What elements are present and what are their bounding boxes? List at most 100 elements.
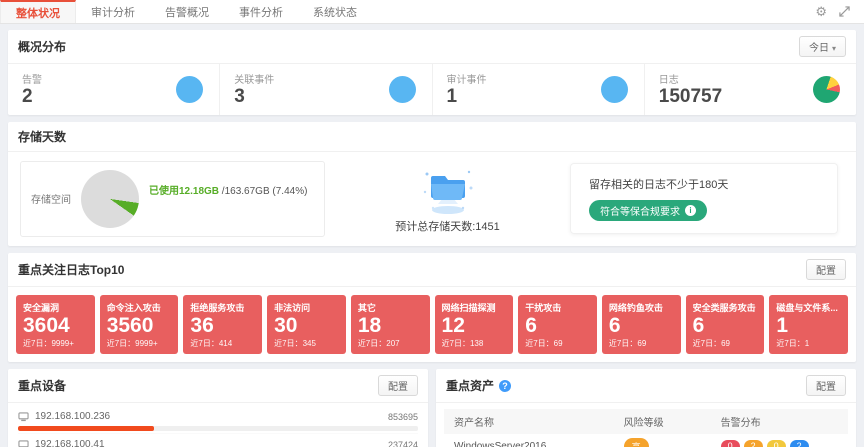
- assets-config-button[interactable]: 配置: [806, 375, 846, 397]
- recent-label: 近7日：: [776, 339, 805, 349]
- log-card-title: 网络扫描探测: [441, 302, 496, 313]
- storage-estimate-block: 预计总存储天数:1451: [343, 164, 552, 234]
- overview-title: 概况分布: [18, 40, 67, 54]
- assets-title: 重点资产: [446, 379, 495, 394]
- stat-correlated-events[interactable]: 关联事件 3: [220, 64, 433, 115]
- dashboard-page: 概况分布 今日 ▾ 告警 2 关联事件 3: [0, 24, 864, 447]
- stat-audit-events[interactable]: 审计事件 1: [433, 64, 645, 115]
- log-distribution-pie-chart: [813, 75, 840, 103]
- event-circle-icon: [388, 75, 416, 103]
- compliance-notice-box: 留存相关的日志不少于180天 符合等保合规要求 i: [570, 163, 838, 235]
- device-bar-track: [18, 426, 418, 432]
- date-filter-value: 今日: [808, 43, 829, 54]
- log-card-title: 安全漏洞: [23, 302, 60, 313]
- tab-event-analysis[interactable]: 事件分析: [239, 6, 283, 19]
- chevron-down-icon: ▾: [831, 44, 836, 53]
- alarm-badge-low: 2: [789, 440, 809, 447]
- storage-total-value: /163.67GB (7.44%): [219, 185, 308, 197]
- log-card-value: 1: [776, 313, 789, 337]
- tab-audit-analysis[interactable]: 审计分析: [91, 6, 135, 19]
- device-count: 853695: [387, 411, 418, 422]
- column-header-asset-name: 资产名称: [444, 409, 614, 435]
- tab-system-status[interactable]: 系统状态: [313, 6, 357, 19]
- help-icon[interactable]: ?: [499, 379, 512, 392]
- recent-label: 近7日：: [441, 339, 470, 349]
- recent-value: 69: [721, 339, 730, 349]
- top10-config-button[interactable]: 配置: [806, 258, 846, 280]
- asset-name: WindowsServer2016: [444, 434, 614, 447]
- log-card-network-scan[interactable]: 网络扫描探测 12 近7日：138: [434, 294, 514, 355]
- log-card-title: 磁盘与文件系...: [776, 302, 838, 313]
- device-count: 237424: [387, 439, 418, 447]
- stat-label: 告警: [22, 75, 42, 86]
- device-bar-fill: [18, 426, 154, 432]
- alarm-badge-medium: 0: [766, 440, 786, 447]
- recent-value: 207: [386, 339, 400, 349]
- key-assets-card: 重点资产 ? 配置 资产名称 风险等级 告警分布: [436, 369, 856, 447]
- tab-alarm-overview[interactable]: 告警概况: [165, 6, 209, 19]
- top10-title: 重点关注日志Top10: [18, 262, 125, 277]
- recent-value: 345: [302, 339, 316, 349]
- log-card-illegal-access[interactable]: 非法访问 30 近7日：345: [267, 294, 346, 355]
- top10-logs-card: 重点关注日志Top10 配置 安全漏洞 3604 近7日：9999+ 命令注入攻…: [8, 252, 856, 363]
- log-card-disk-filesystem[interactable]: 磁盘与文件系... 1 近7日：1: [769, 294, 849, 355]
- log-card-value: 3604: [23, 313, 70, 337]
- stat-label: 审计事件: [446, 75, 487, 86]
- tab-overall-status[interactable]: 整体状况: [0, 0, 76, 23]
- folder-illustration-icon: [423, 170, 472, 214]
- stat-alarms[interactable]: 告警 2: [8, 64, 221, 115]
- log-card-value: 3560: [106, 313, 154, 337]
- log-card-service-attack[interactable]: 安全类服务攻击 6 近7日：69: [685, 294, 765, 355]
- stat-logs[interactable]: 日志 150757: [645, 64, 856, 115]
- log-card-security-vuln[interactable]: 安全漏洞 3604 近7日：9999+: [16, 294, 95, 355]
- date-filter-dropdown[interactable]: 今日 ▾: [798, 36, 846, 57]
- recent-label: 近7日：: [190, 339, 219, 349]
- stat-value: 2: [22, 86, 33, 107]
- storage-days-estimate: 预计总存储天数:1451: [395, 220, 500, 233]
- storage-usage-text: 已使用12.18GB /163.67GB (7.44%): [149, 182, 307, 197]
- log-card-title: 拒绝服务攻击: [190, 302, 245, 313]
- gear-icon[interactable]: ⚙: [815, 4, 827, 19]
- audit-circle-icon: [600, 75, 628, 103]
- key-devices-card: 重点设备 配置 192.168.100.236 853695 192.168.1…: [8, 369, 428, 447]
- alarm-circle-icon: [176, 75, 204, 103]
- compliance-status-button[interactable]: 符合等保合规要求 i: [589, 200, 707, 222]
- log-card-other[interactable]: 其它 18 近7日：207: [350, 294, 430, 355]
- host-icon: [18, 411, 29, 422]
- device-row[interactable]: 192.168.100.236 853695: [18, 406, 418, 435]
- recent-value: 1: [804, 339, 810, 349]
- log-card-title: 命令注入攻击: [106, 302, 161, 313]
- log-card-value: 6: [692, 313, 705, 337]
- storage-space-box: 存储空间 已使用12.18GB /163.67GB (7.44%): [20, 160, 325, 237]
- bottom-row: 重点设备 配置 192.168.100.236 853695 192.168.1…: [8, 369, 856, 447]
- log-card-dos-attack[interactable]: 拒绝服务攻击 36 近7日：414: [183, 294, 263, 355]
- storage-card: 存储天数 存储空间 已使用12.18GB /163.67GB (7.44%): [8, 121, 856, 246]
- recent-value: 9999+: [51, 339, 74, 349]
- overview-card: 概况分布 今日 ▾ 告警 2 关联事件 3: [8, 30, 856, 115]
- stat-value: 150757: [658, 86, 723, 107]
- recent-label: 近7日：: [274, 339, 303, 349]
- log-card-command-injection[interactable]: 命令注入攻击 3560 近7日：9999+: [99, 294, 179, 355]
- device-list: 192.168.100.236 853695 192.168.100.41 23…: [8, 403, 428, 447]
- stat-value: 1: [446, 86, 458, 107]
- device-row[interactable]: 192.168.100.41 237424: [18, 434, 418, 447]
- log-card-title: 网络钓鱼攻击: [608, 302, 663, 313]
- log-card-phishing[interactable]: 网络钓鱼攻击 6 近7日：69: [601, 294, 681, 355]
- recent-value: 69: [553, 339, 563, 349]
- storage-body: 存储空间 已使用12.18GB /163.67GB (7.44%) 预计总存储天…: [8, 152, 856, 246]
- recent-value: 69: [637, 339, 647, 349]
- recent-label: 近7日：: [357, 339, 387, 349]
- fullscreen-expand-icon[interactable]: [839, 6, 850, 17]
- recent-label: 近7日：: [525, 339, 554, 349]
- log-card-value: 12: [441, 313, 465, 337]
- column-header-risk-level: 风险等级: [613, 409, 711, 435]
- storage-space-label: 存储空间: [31, 195, 71, 207]
- recent-label: 近7日：: [106, 339, 136, 349]
- devices-config-button[interactable]: 配置: [378, 375, 418, 397]
- log-card-title: 安全类服务攻击: [692, 302, 756, 313]
- log-card-title: 非法访问: [274, 302, 311, 313]
- recent-label: 近7日：: [608, 339, 638, 349]
- log-card-value: 6: [525, 313, 537, 337]
- log-card-interference[interactable]: 干扰攻击 6 近7日：69: [518, 294, 597, 355]
